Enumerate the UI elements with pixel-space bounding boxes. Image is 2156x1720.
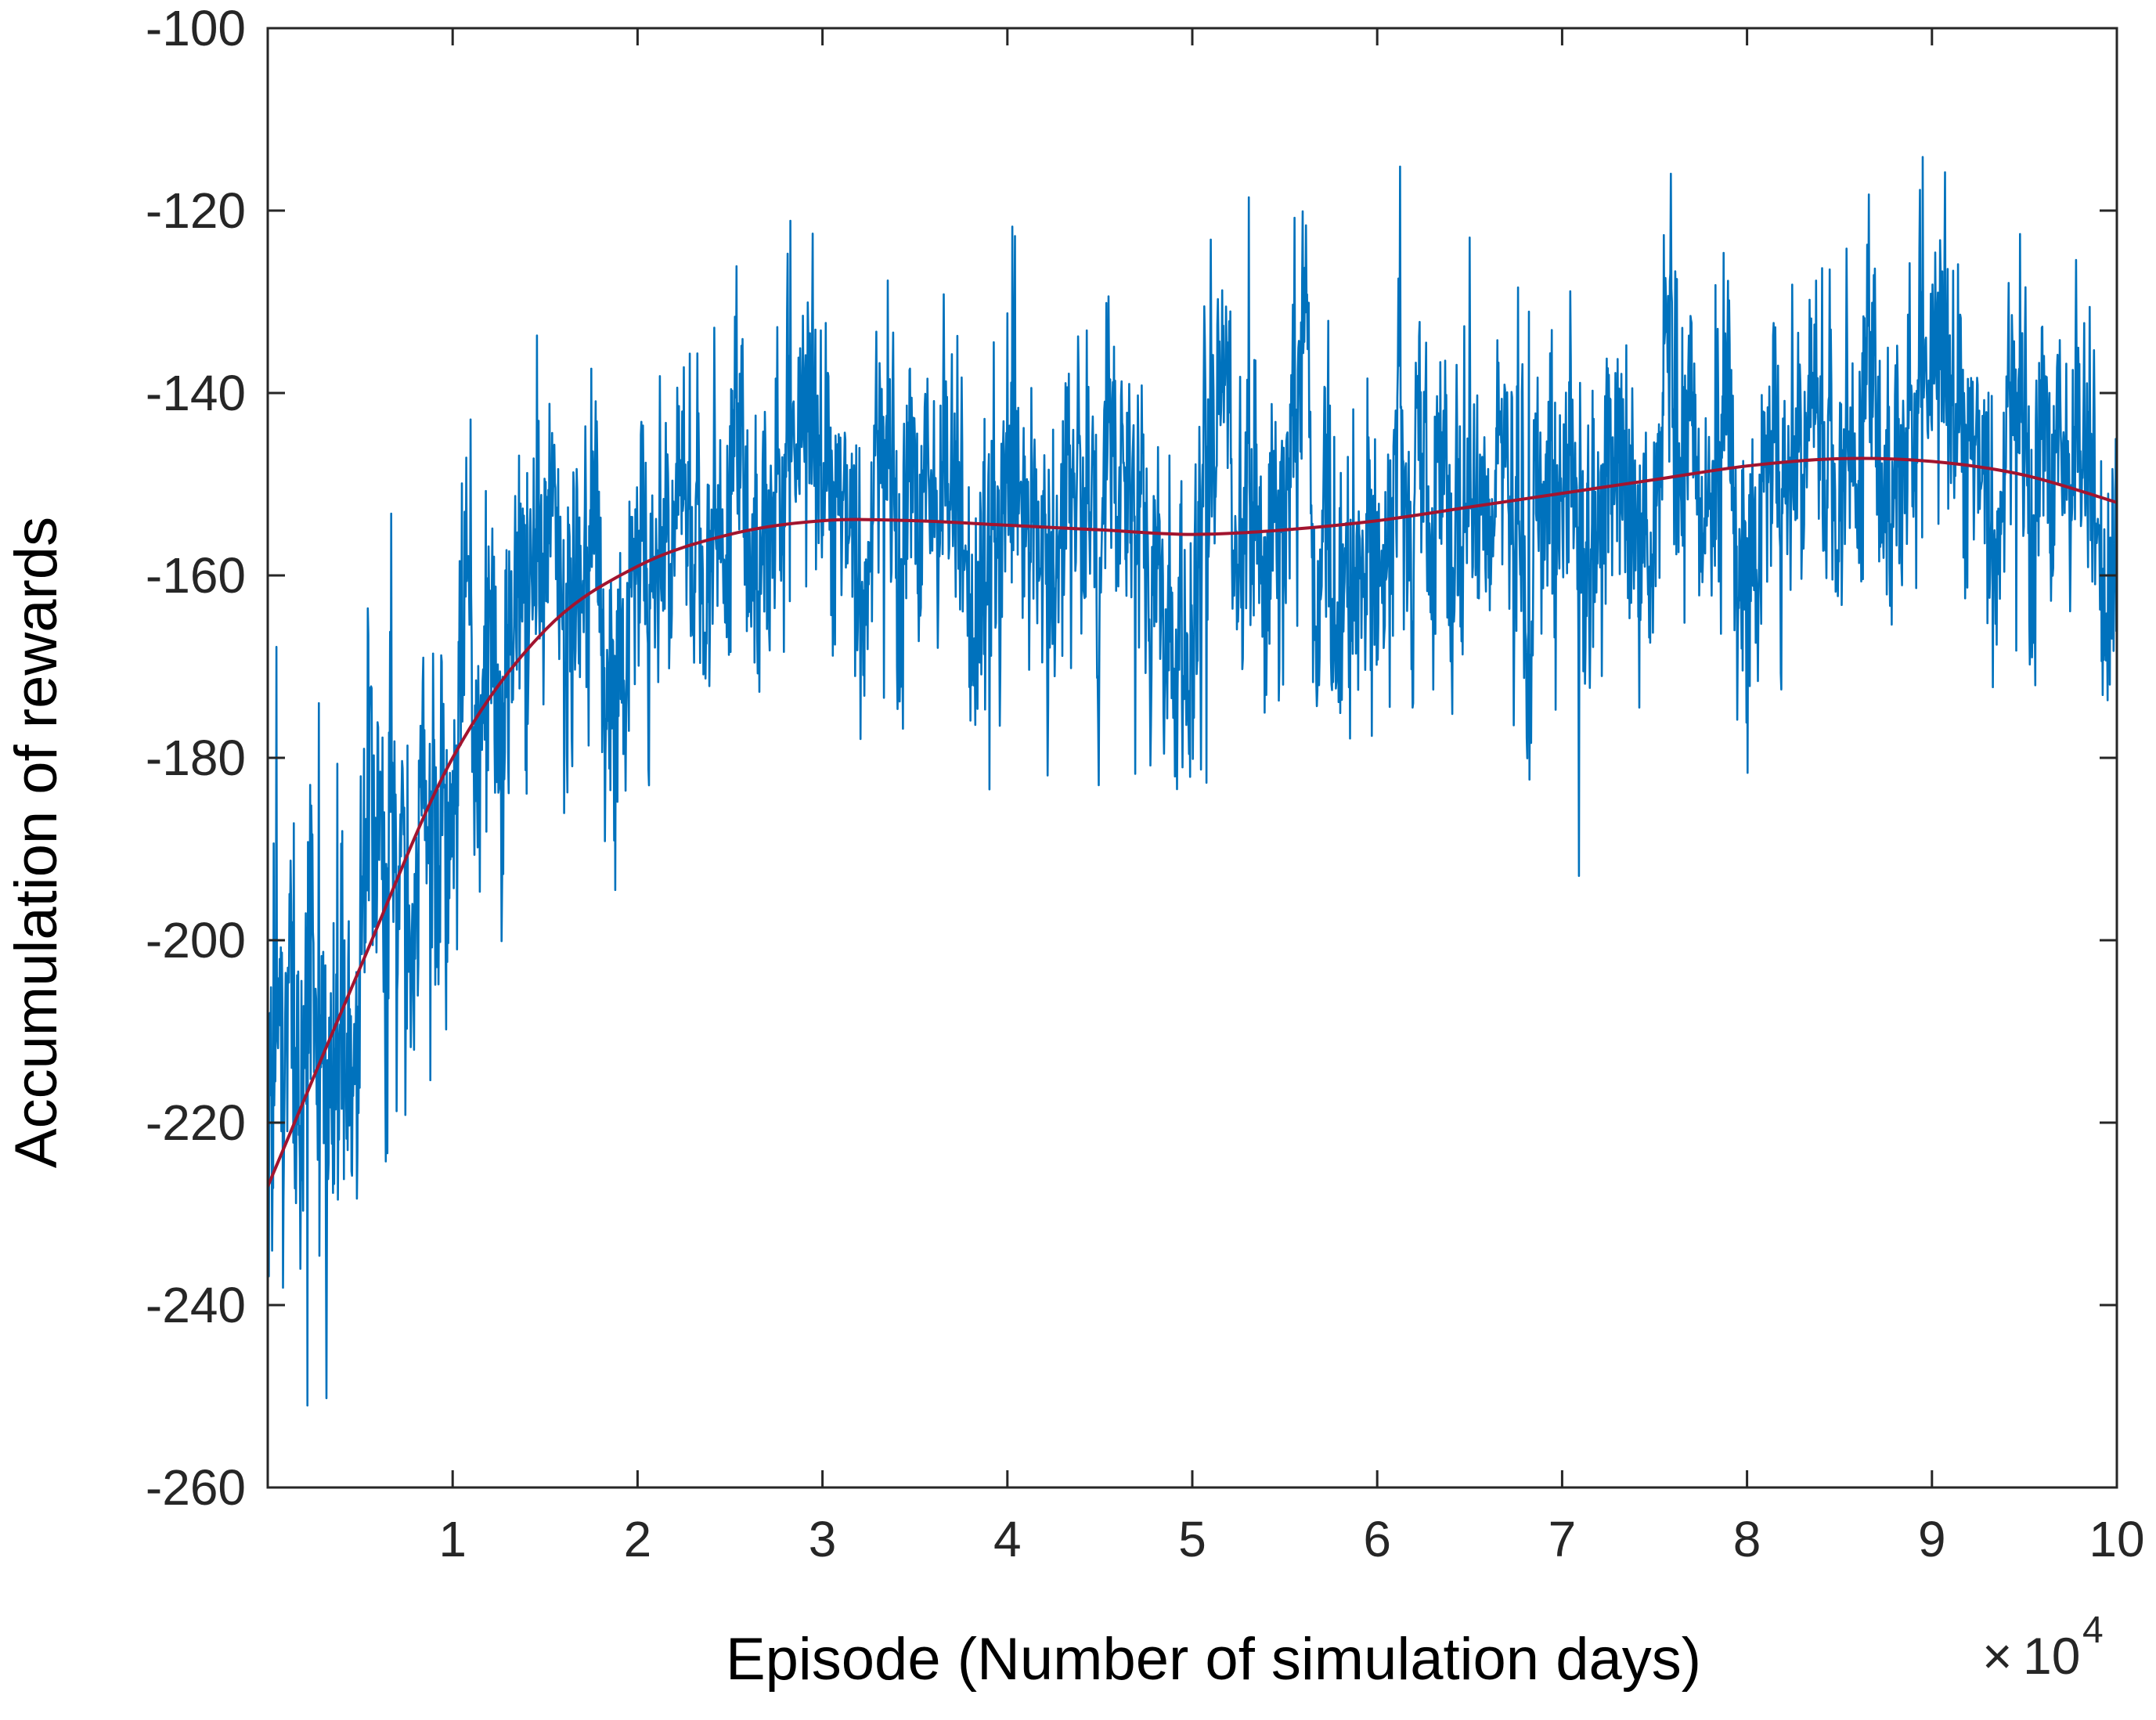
y-tick-label: -200	[146, 912, 246, 968]
x-tick-label: 1	[438, 1511, 467, 1567]
series-layer	[268, 156, 2117, 1407]
x-tick-label: 4	[993, 1511, 1022, 1567]
x-tick-label: 5	[1178, 1511, 1206, 1567]
y-axis-title: Accumulation of rewards	[3, 517, 70, 1168]
x-scale-base: 10	[2023, 1627, 2080, 1685]
x-tick-label: 9	[1918, 1511, 1946, 1567]
x-axis-title: Episode (Number of simulation days)	[726, 1626, 1701, 1693]
y-tick-label: -100	[146, 0, 246, 56]
x-tick-label: 3	[809, 1511, 837, 1567]
x-tick-label: 2	[624, 1511, 652, 1567]
series-line-episode-reward	[268, 156, 2117, 1407]
series-line-fitted-trend	[268, 456, 2117, 1188]
x-scale-exponent-value: 4	[2082, 1610, 2104, 1651]
x-tick-label: 10	[2089, 1511, 2144, 1567]
x-scale-exponent: × 10 4	[1982, 1610, 2104, 1685]
plot-area: 1 2 3 4 5 6 7 8 9 10 -100 -120 -140 -160 -180 -200 -220 -…	[146, 0, 2145, 1567]
y-tick-label: -220	[146, 1094, 246, 1151]
y-tick-label: -180	[146, 730, 246, 786]
y-tick-label: -140	[146, 365, 246, 421]
y-tick-label: -260	[146, 1459, 246, 1516]
y-tick-label: -240	[146, 1277, 246, 1333]
y-tick-label: -120	[146, 182, 246, 239]
x-tick-label: 6	[1363, 1511, 1391, 1567]
x-tick-label: 8	[1733, 1511, 1761, 1567]
x-scale-times-sign: ×	[1982, 1627, 2013, 1685]
ticks: 1 2 3 4 5 6 7 8 9 10 -100 -120 -140 -160 -180 -200 -220 -…	[146, 0, 2145, 1567]
x-tick-label: 7	[1548, 1511, 1577, 1567]
y-tick-label: -160	[146, 547, 246, 604]
